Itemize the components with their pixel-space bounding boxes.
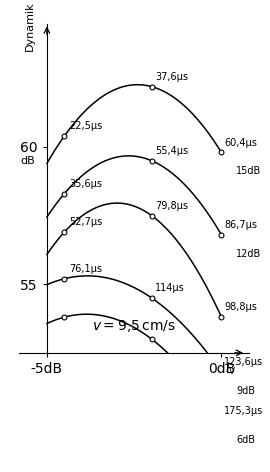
Text: 15dB: 15dB (236, 166, 261, 176)
Text: 79,8μs: 79,8μs (155, 201, 188, 211)
Text: 60,4μs: 60,4μs (224, 137, 257, 148)
Text: $i_\mathrm{V}$: $i_\mathrm{V}$ (225, 361, 236, 377)
Text: 22,5μs: 22,5μs (70, 121, 103, 131)
Text: 12dB: 12dB (236, 249, 261, 259)
Text: 52,7μs: 52,7μs (70, 217, 103, 227)
Text: 55,4μs: 55,4μs (155, 146, 188, 156)
Text: 123,6μs: 123,6μs (224, 357, 264, 367)
Text: $v = 9{,}5\,\mathrm{cm/s}$: $v = 9{,}5\,\mathrm{cm/s}$ (92, 318, 176, 334)
Text: Dynamik: Dynamik (24, 1, 35, 51)
Text: 114μs: 114μs (155, 283, 185, 293)
Text: 35,6μs: 35,6μs (70, 179, 103, 189)
Text: dB: dB (20, 156, 35, 166)
Text: 98,8μs: 98,8μs (224, 302, 257, 312)
Text: 6dB: 6dB (236, 435, 255, 445)
Text: 86,7μs: 86,7μs (224, 220, 257, 230)
Text: 37,6μs: 37,6μs (155, 72, 188, 82)
Text: 175,3μs: 175,3μs (224, 406, 264, 416)
Text: 9dB: 9dB (236, 386, 255, 396)
Text: 76,1μs: 76,1μs (70, 264, 103, 274)
